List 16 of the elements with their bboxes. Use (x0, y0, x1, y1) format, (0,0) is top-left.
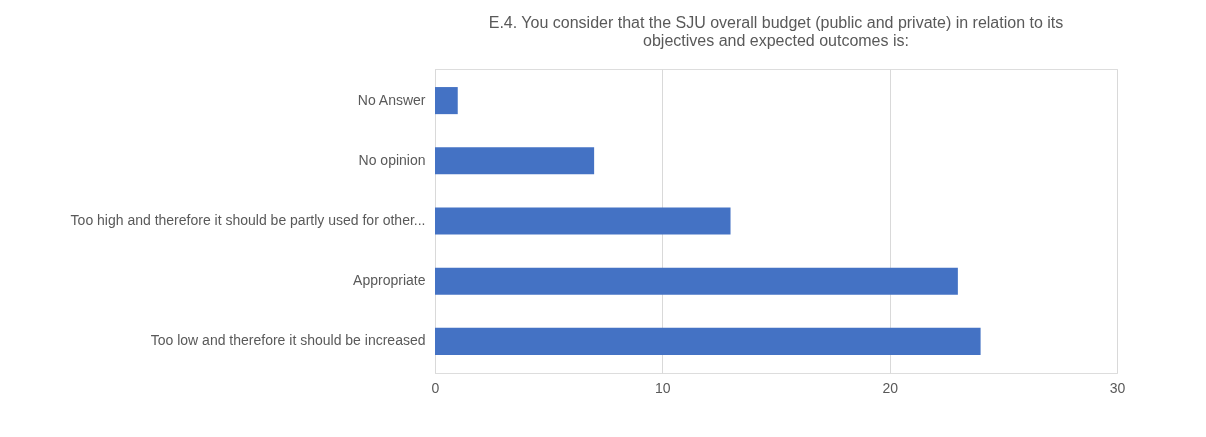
y-tick-label: Too high and therefore it should be partly used for other... (70, 212, 426, 228)
x-tick-label: 20 (882, 379, 899, 396)
y-tick-label: Too low and therefore it should be increased (150, 332, 426, 349)
text: objectives and expected outcomes is: (643, 32, 909, 49)
y-tick-label: No Answer (357, 91, 426, 108)
bar (435, 87, 458, 115)
bar (435, 207, 731, 235)
y-tick-label: Appropriate (353, 272, 426, 289)
x-tick-label: 10 (655, 379, 671, 396)
y-tick-label: No opinion (358, 151, 426, 168)
bar (435, 147, 595, 175)
text: E.4. You consider that the SJU overall budget (public and private) in relation to its (488, 14, 1064, 31)
x-tick-label: 30 (1109, 379, 1126, 396)
bar (435, 327, 981, 355)
bar (435, 267, 958, 295)
x-tick-label: 0 (431, 379, 440, 396)
